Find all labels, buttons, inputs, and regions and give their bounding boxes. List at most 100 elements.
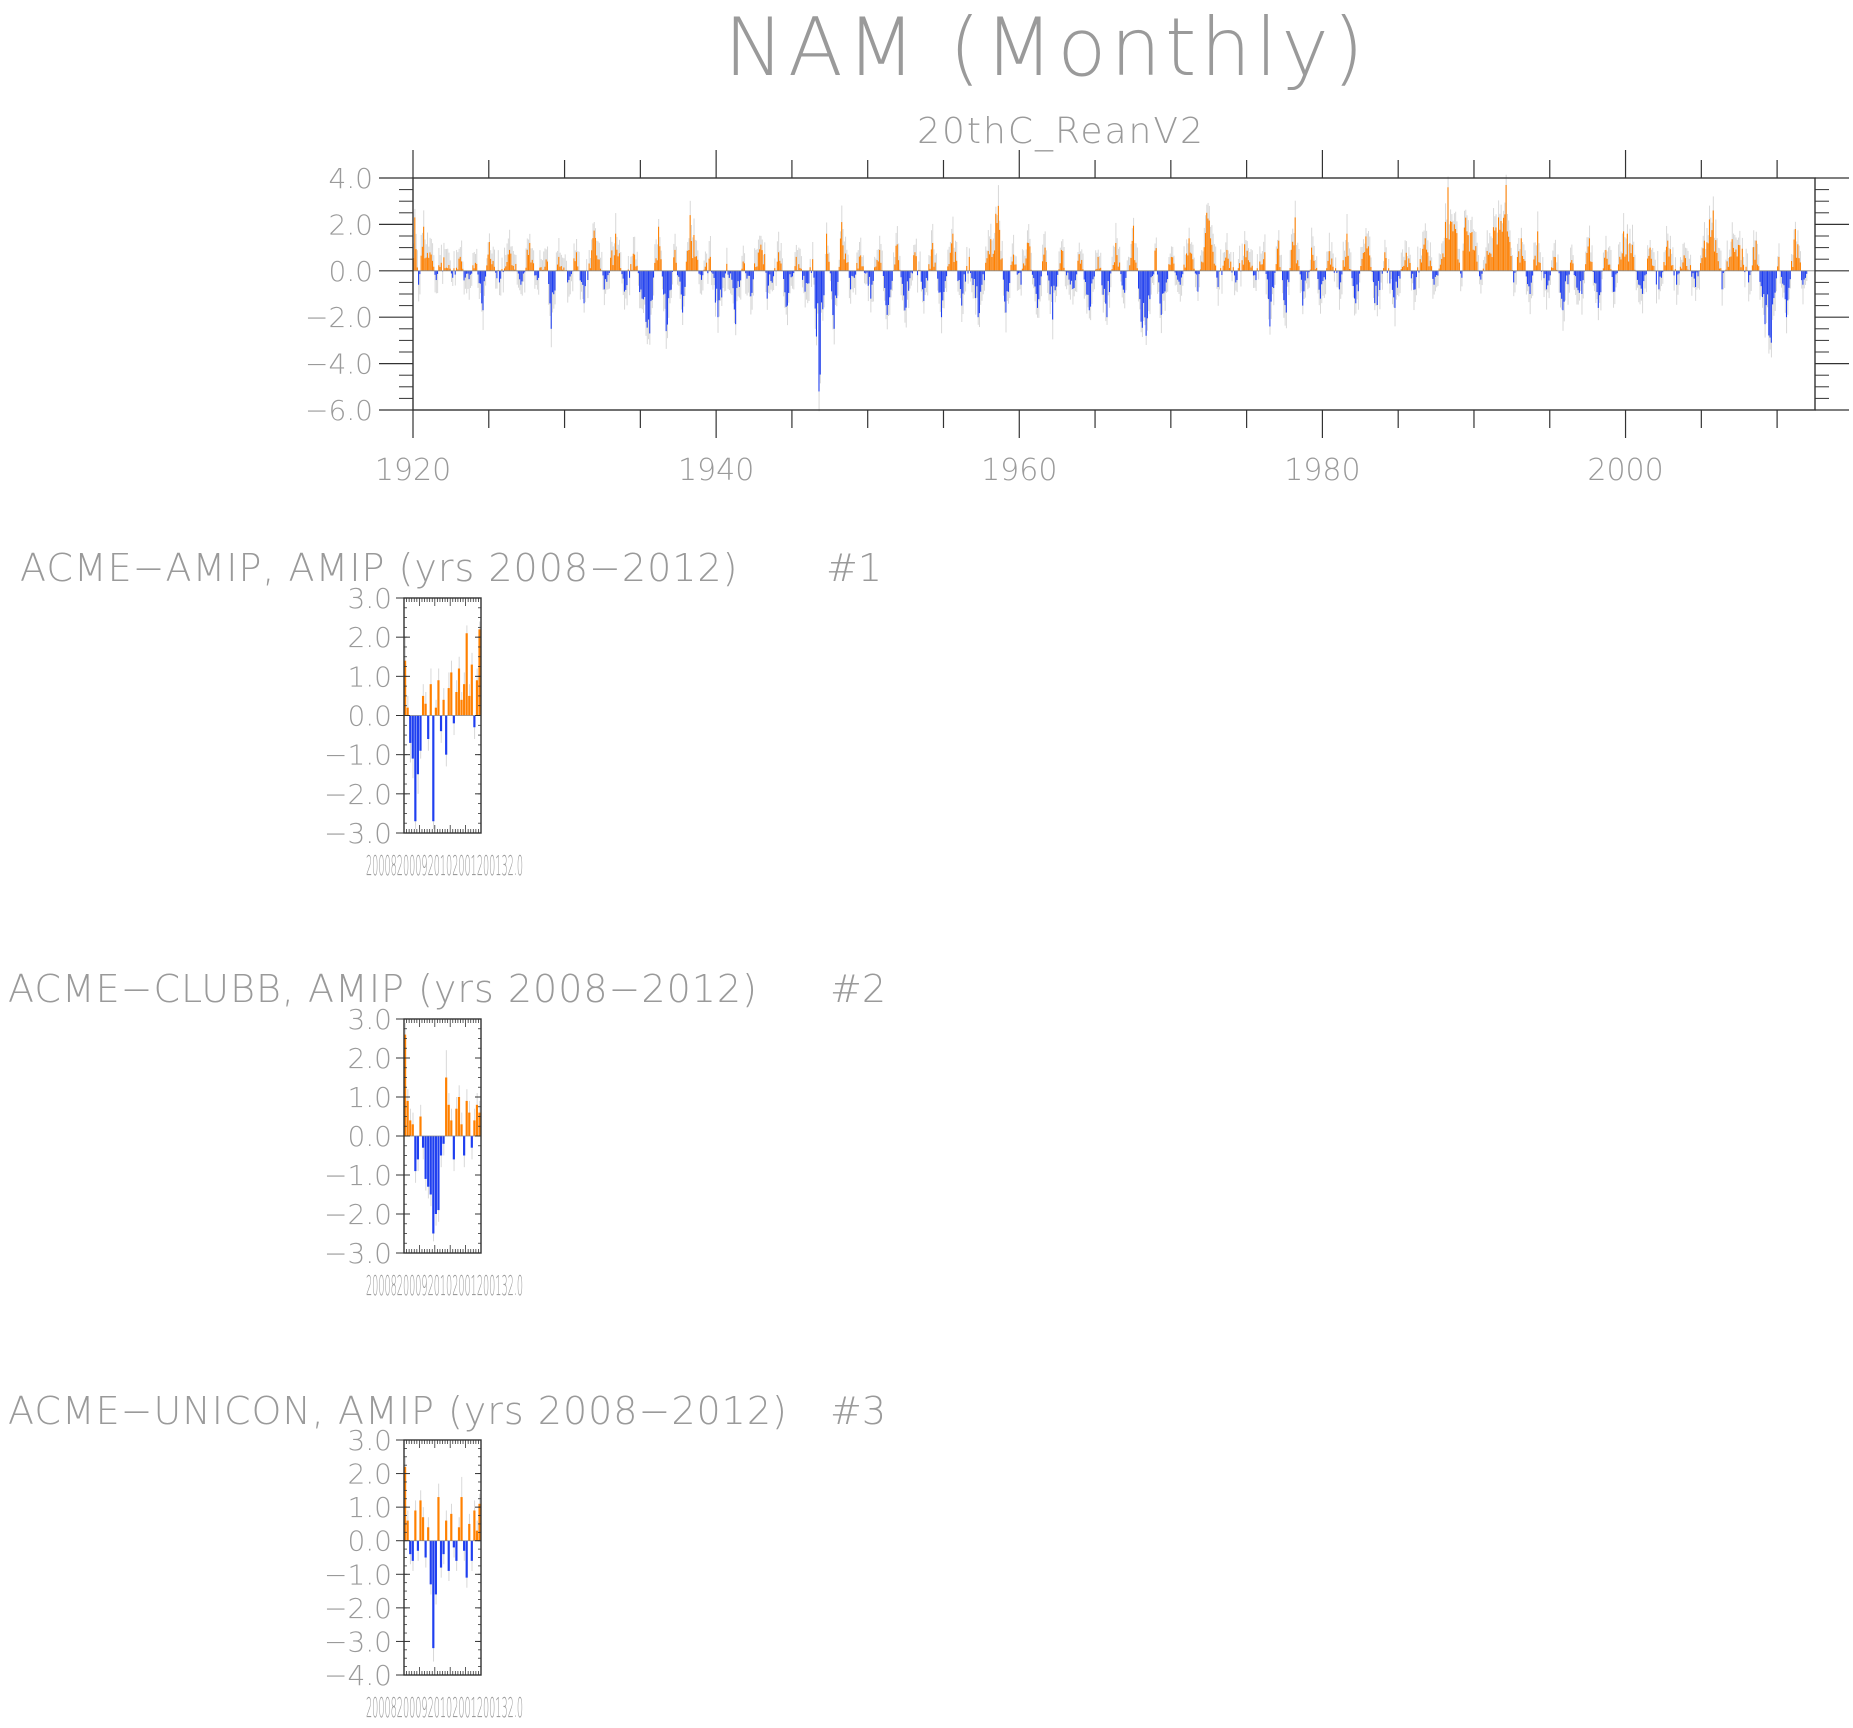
bar-mark	[1271, 270, 1273, 287]
bar-mark	[1620, 259, 1622, 271]
bar-mark	[604, 270, 607, 280]
bar-mark	[1785, 270, 1788, 318]
bar-mark	[603, 270, 605, 290]
bar-mark	[927, 270, 929, 281]
bar-mark	[474, 262, 476, 271]
bar-mark	[1707, 243, 1709, 271]
bar-mark	[742, 261, 744, 271]
bar-mark	[445, 1520, 448, 1541]
bar-mark	[615, 233, 617, 271]
bar-mark	[1537, 231, 1539, 271]
bar-mark	[1360, 265, 1362, 271]
bar-mark	[1062, 250, 1064, 271]
bar-mark	[545, 259, 547, 271]
bar-mark	[1206, 212, 1208, 271]
bar-mark	[1777, 266, 1779, 271]
bar-mark	[1228, 268, 1231, 271]
bar-mark	[1569, 262, 1572, 271]
bar-mark	[1215, 265, 1217, 271]
bar-mark	[1160, 270, 1162, 315]
bar-mark	[649, 270, 651, 334]
bar-mark	[1281, 270, 1284, 281]
bar-mark	[1316, 267, 1318, 271]
y-tick-label: 3.0	[347, 582, 392, 615]
bar-mark	[1726, 261, 1728, 271]
bar-mark	[654, 262, 656, 271]
panel-2-bars	[404, 1022, 481, 1242]
y-tick-label: −2.0	[324, 1198, 392, 1231]
bar-mark	[953, 261, 955, 271]
bar-mark	[877, 261, 879, 271]
bar-mark	[751, 270, 753, 293]
bar-mark	[896, 244, 898, 271]
bar-mark	[473, 1120, 476, 1136]
figure-title: NAM (Monthly)	[724, 1, 1368, 94]
bar-mark	[1265, 270, 1267, 274]
bar-mark	[1182, 270, 1184, 275]
bar-mark	[1389, 270, 1391, 284]
bar-mark	[414, 217, 416, 271]
bar-mark	[1715, 240, 1717, 271]
bar-mark	[1028, 242, 1030, 271]
bar-mark	[1548, 270, 1550, 281]
bar-mark	[784, 270, 786, 293]
bar-mark	[1294, 217, 1296, 271]
bar-mark	[1586, 252, 1588, 271]
bar-mark	[462, 268, 464, 271]
bar-mark	[1150, 270, 1152, 278]
bar-mark	[1284, 270, 1286, 306]
bar-mark	[996, 223, 998, 271]
bar-mark	[1684, 258, 1686, 271]
bar-mark	[890, 270, 892, 290]
bar-mark	[1638, 270, 1640, 285]
bar-mark	[527, 254, 530, 271]
bar-mark	[488, 241, 490, 271]
bar-mark	[1456, 233, 1458, 271]
bar-mark	[1671, 265, 1673, 271]
bar-mark	[1038, 270, 1040, 300]
bar-mark	[1424, 238, 1426, 271]
bar-mark	[1098, 268, 1100, 271]
bar-mark	[882, 270, 884, 276]
bar-mark	[1289, 267, 1291, 271]
bar-mark	[419, 270, 421, 275]
bar-mark	[1616, 270, 1618, 274]
bar-mark	[1124, 270, 1126, 293]
bar-mark	[1350, 269, 1352, 271]
bar-mark	[1185, 253, 1188, 271]
bar-mark	[1686, 265, 1688, 271]
bar-mark	[439, 266, 441, 271]
x-tick-label: 1960	[981, 453, 1057, 488]
bar-mark	[592, 238, 594, 271]
bar-mark	[636, 265, 638, 271]
bar-mark	[1604, 257, 1606, 271]
bar-mark	[1359, 270, 1361, 274]
bar-mark	[1722, 270, 1724, 274]
bar-mark	[404, 1466, 407, 1541]
bar-mark	[1283, 270, 1285, 301]
bar-mark	[1403, 265, 1405, 271]
bar-mark	[1216, 270, 1218, 278]
bar-mark	[828, 261, 830, 271]
panel-2-title: ACME−CLUBB, AMIP (yrs 2008−2012)	[8, 967, 758, 1011]
bar-mark	[1047, 270, 1049, 276]
bar-mark	[1486, 250, 1488, 271]
bar-mark	[1745, 266, 1747, 271]
bar-mark	[1364, 251, 1366, 271]
bar-mark	[1151, 270, 1153, 276]
bar-mark	[1045, 261, 1047, 271]
bar-mark	[913, 255, 915, 271]
bar-mark	[1744, 270, 1746, 273]
bar-mark	[711, 270, 713, 273]
bar-mark	[1429, 260, 1431, 271]
y-tick-label: −4.0	[305, 348, 373, 381]
bar-mark	[435, 270, 437, 281]
bar-mark	[1532, 270, 1534, 276]
bar-mark	[1751, 265, 1753, 271]
panel-3-tag: #3	[830, 1389, 886, 1433]
y-tick-label: −4.0	[324, 1659, 392, 1692]
bar-mark	[424, 1136, 427, 1179]
bar-mark	[863, 270, 865, 273]
bar-mark	[1626, 233, 1628, 271]
bar-mark	[587, 270, 589, 281]
